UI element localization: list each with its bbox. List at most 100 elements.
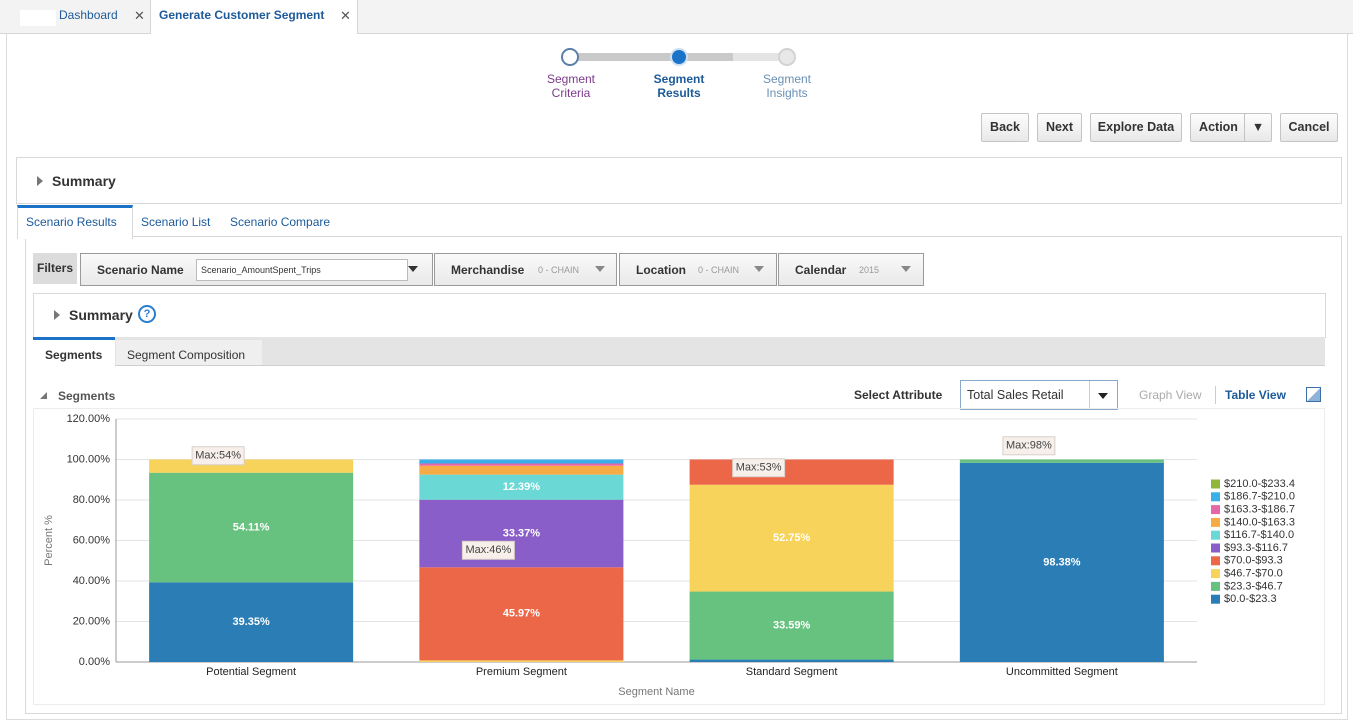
filter-name: Scenario Name: [97, 263, 184, 277]
button[interactable]: Explore Data: [1090, 113, 1182, 142]
filter-value: 2015: [859, 265, 880, 275]
value-label: 33.37%: [503, 527, 541, 539]
bar-segment: [689, 659, 894, 662]
filter-value: 0 - CHAIN: [538, 265, 580, 275]
help-icon[interactable]: ?: [138, 305, 156, 323]
legend-swatch: [1211, 594, 1220, 604]
bar-segment: [959, 459, 1164, 463]
legend-swatch: [1211, 556, 1220, 566]
bar-segment: [689, 459, 894, 485]
x-tick-label: Uncommitted Segment: [1006, 666, 1118, 678]
section-title[interactable]: Summary: [52, 173, 116, 189]
annotation-box: [732, 458, 786, 478]
select[interactable]: Total Sales Retail: [960, 380, 1118, 410]
legend-label: $93.3-$116.7: [1224, 542, 1288, 554]
tab[interactable]: Segment Composition: [127, 348, 246, 362]
train-label[interactable]: Segment Criteria: [546, 72, 596, 100]
blurred-logo: [20, 10, 56, 26]
tab[interactable]: [116, 340, 262, 365]
view-link[interactable]: Graph View: [1139, 388, 1202, 402]
y-tick-label: 100.00%: [67, 453, 111, 465]
separator: [1215, 386, 1216, 404]
bar-segment: [419, 459, 624, 464]
detach-icon[interactable]: [1306, 387, 1321, 402]
legend-label: $70.0-$93.3: [1224, 555, 1283, 567]
bar-segment: [689, 591, 894, 660]
y-tick-label: 40.00%: [73, 575, 111, 587]
legend-swatch: [1211, 517, 1220, 527]
legend-swatch: [1211, 505, 1220, 515]
train-label[interactable]: Segment Results: [653, 72, 705, 100]
chart-frame: [33, 408, 1325, 705]
chart-title[interactable]: Segments: [58, 389, 116, 403]
tab[interactable]: Segments: [45, 348, 103, 362]
value-label: 52.75%: [773, 532, 811, 544]
annotation-box: [1002, 436, 1056, 456]
legend-label: $140.0-$163.3: [1224, 516, 1295, 528]
bar-segment: [419, 567, 624, 661]
train-stop[interactable]: [561, 48, 579, 66]
button[interactable]: Action: [1190, 113, 1247, 142]
annotation: Max:53%: [736, 462, 782, 474]
select-value: Total Sales Retail: [967, 388, 1064, 402]
section-title[interactable]: Summary: [69, 307, 133, 323]
legend-swatch: [1211, 543, 1220, 553]
expand-icon[interactable]: [37, 176, 43, 186]
value-label: 98.38%: [1043, 556, 1081, 568]
bar-segment: [959, 462, 1164, 662]
view-link[interactable]: Table View: [1225, 388, 1286, 402]
annotation-box: [461, 540, 515, 560]
dropdown-button[interactable]: ▼: [1244, 113, 1272, 142]
tab[interactable]: Scenario Compare: [230, 215, 331, 229]
collapse-icon[interactable]: [40, 392, 47, 399]
x-axis-label: Segment Name: [618, 686, 694, 698]
filter[interactable]: Calendar 2015: [778, 253, 924, 286]
train-line: [733, 53, 788, 61]
active-tab[interactable]: [33, 337, 115, 366]
y-tick-label: 120.00%: [67, 413, 111, 425]
tab[interactable]: Scenario Results: [26, 215, 117, 229]
annotation-box: [191, 446, 245, 466]
train-stop[interactable]: [670, 48, 688, 66]
expand-icon[interactable]: [54, 310, 60, 320]
legend-label: $46.7-$70.0: [1224, 568, 1283, 580]
button[interactable]: Back: [981, 113, 1029, 142]
button[interactable]: Cancel: [1280, 113, 1338, 142]
summary-panel: [16, 157, 1342, 204]
active-tab[interactable]: [17, 205, 133, 239]
y-axis-label: Percent %: [43, 515, 55, 566]
filter[interactable]: Location 0 - CHAIN: [619, 253, 777, 286]
annotation: Max:46%: [465, 544, 511, 556]
bar-segment: [149, 459, 354, 473]
legend-swatch: [1211, 492, 1220, 502]
filter-value: Scenario_AmountSpent_Trips: [201, 265, 321, 275]
tab[interactable]: Dashboard: [59, 8, 118, 22]
chart: 0.00% 20.00% 40.00% 60.00% 80.00% 100.00% 120.…: [33, 408, 1325, 705]
legend-swatch: [1211, 530, 1220, 540]
tab[interactable]: Generate Customer Segment: [159, 8, 325, 22]
value-label: 33.59%: [773, 619, 811, 631]
train-stop[interactable]: [778, 48, 796, 66]
value-label: 39.35%: [232, 616, 270, 628]
button[interactable]: Next: [1037, 113, 1082, 142]
active-tab[interactable]: [150, 0, 358, 34]
main-panel: [6, 34, 1348, 720]
train-line: [570, 53, 679, 61]
close-icon[interactable]: ✕: [340, 8, 351, 23]
tab[interactable]: Scenario List: [141, 215, 211, 229]
y-tick-label: 0.00%: [79, 656, 110, 668]
bar-segment: [689, 484, 894, 592]
close-icon[interactable]: ✕: [134, 8, 145, 23]
legend-label: $210.0-$233.4: [1224, 478, 1295, 490]
filter[interactable]: Scenario Name Scenario_AmountSpent_Trips: [80, 253, 433, 286]
annotation: Max:54%: [195, 450, 241, 462]
x-tick-label: Standard Segment: [746, 666, 838, 678]
filter[interactable]: Merchandise 0 - CHAIN: [434, 253, 617, 286]
legend-label: $0.0-$23.3: [1224, 593, 1277, 605]
bar-segment: [419, 474, 624, 500]
legend-label: $186.7-$210.0: [1224, 491, 1295, 503]
train-label[interactable]: Segment Insights: [762, 72, 812, 100]
legend-swatch: [1211, 479, 1220, 489]
x-tick-label: Potential Segment: [206, 666, 296, 678]
